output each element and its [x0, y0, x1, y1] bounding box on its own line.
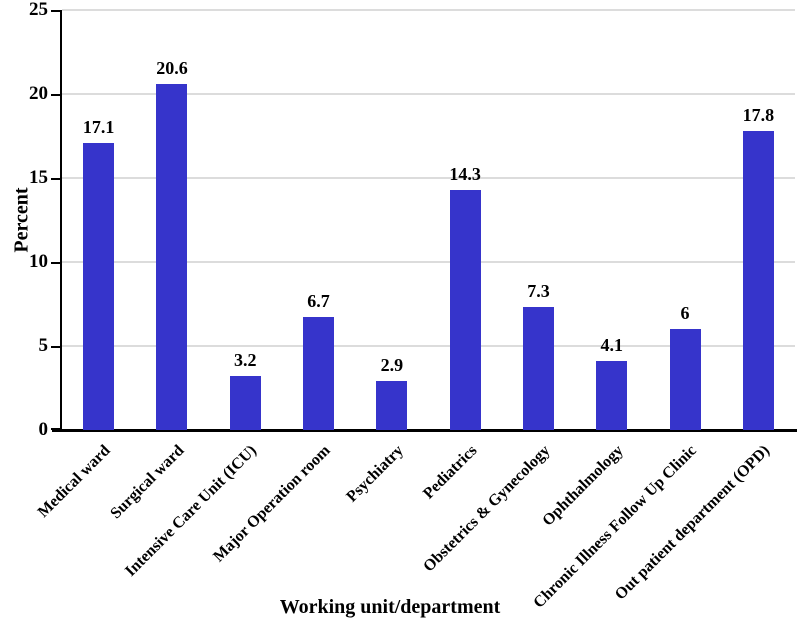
plot-area: 0 5 10 15 20 25 17.1 Medical ward 20.6 Surgical w… — [29, 0, 797, 612]
y-tick-label: 0 — [38, 419, 49, 440]
bar-5 — [376, 381, 408, 430]
gridline — [62, 345, 795, 347]
bar-4 — [303, 317, 335, 430]
bar-value-label: 7.3 — [527, 281, 550, 301]
bar-value-label: 20.6 — [156, 58, 188, 78]
x-category-label: Intensive Care Unit (ICU) — [122, 442, 261, 580]
y-tick — [51, 10, 60, 12]
gridline — [62, 93, 795, 95]
bar-value-label: 4.1 — [600, 335, 623, 355]
x-axis-title: Working unit/department — [279, 596, 501, 618]
y-tick — [51, 346, 60, 348]
x-category-label: Pediatrics — [419, 442, 481, 503]
y-tick-label: 20 — [29, 83, 48, 104]
y-tick-label: 10 — [29, 251, 48, 272]
gridline — [62, 177, 795, 179]
x-category-label: Obstetrics & Gynecology — [420, 442, 554, 576]
gridline — [62, 261, 795, 263]
bar-7 — [522, 307, 554, 430]
y-tick-label: 25 — [29, 0, 48, 20]
y-tick — [51, 428, 60, 430]
bar-value-label: 17.8 — [742, 105, 775, 125]
y-axis-line — [60, 10, 62, 430]
x-category-label: Surgical ward — [106, 442, 187, 523]
bar-3 — [229, 376, 261, 430]
bar-value-label: 17.1 — [82, 117, 115, 137]
y-tick — [51, 94, 60, 96]
bar-value-label: 3.2 — [233, 350, 257, 370]
bar-value-label: 2.9 — [380, 355, 404, 375]
x-category-label: Out patient department (OPD) — [612, 442, 774, 604]
x-category-label: Psychiatry — [343, 442, 407, 506]
y-tick — [51, 262, 60, 264]
y-tick — [51, 178, 60, 180]
bar-value-label: 6.7 — [307, 291, 330, 311]
y-tick-label: 5 — [38, 335, 49, 356]
gridline — [62, 9, 795, 11]
x-axis-line — [52, 429, 797, 432]
bar-value-label: 6 — [680, 303, 690, 323]
bar-8 — [596, 361, 628, 430]
x-category-label: Medical ward — [34, 442, 114, 521]
bar-6 — [449, 190, 481, 430]
bar-2 — [156, 84, 188, 430]
y-tick-label: 15 — [29, 167, 48, 188]
bar-10 — [742, 131, 774, 430]
bar-9 — [669, 329, 701, 430]
bar-1 — [83, 143, 115, 430]
y-axis-title: Percent — [10, 187, 33, 253]
bar-value-label: 14.3 — [449, 164, 481, 184]
